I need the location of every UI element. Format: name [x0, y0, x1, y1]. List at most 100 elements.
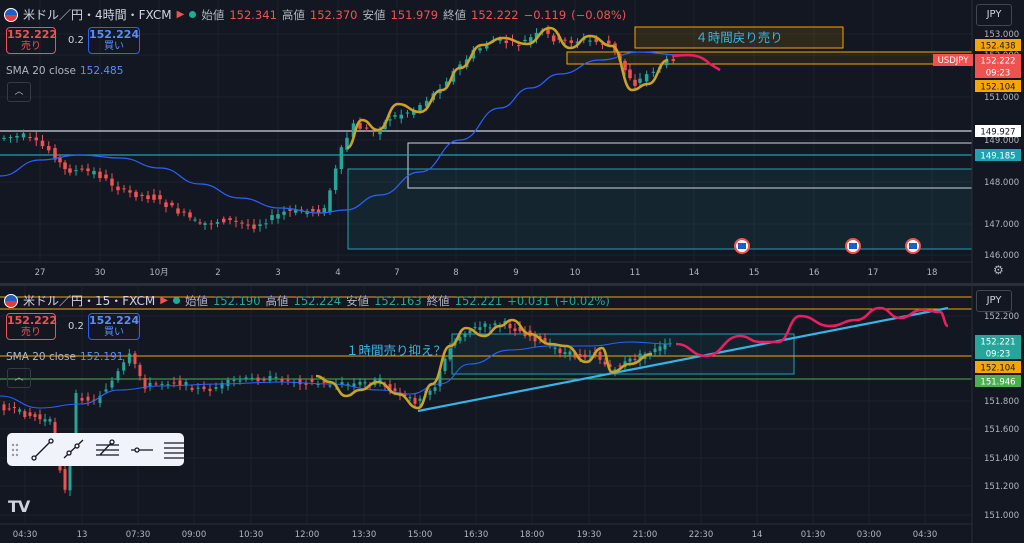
candle-4h	[364, 127, 369, 129]
candle-15m	[578, 354, 582, 358]
x-tick-label: 13:30	[352, 530, 377, 540]
candle-15m	[43, 419, 47, 422]
price-tag-time-bg	[975, 66, 1021, 78]
sell-button[interactable]: 152.222 売り	[6, 313, 57, 340]
price-tag-152438: 152.438	[980, 42, 1015, 52]
ray-tool-icon[interactable]	[63, 439, 84, 459]
wave-path[interactable]	[346, 26, 669, 150]
candle-4h	[74, 170, 78, 172]
candle-15m	[220, 382, 224, 389]
candle-15m	[588, 355, 592, 357]
candle-4h	[215, 222, 220, 224]
candle-4h	[92, 170, 96, 175]
sma-value: 152.191	[80, 351, 124, 363]
chart-pane-4h[interactable]: ４時間戻り売り153.000152.000151.000149.000148.0…	[0, 0, 1024, 283]
x-tick-label: 04:30	[13, 530, 38, 540]
candle-15m	[628, 358, 632, 362]
candle-15m	[110, 380, 114, 388]
candle-4h	[517, 45, 521, 47]
candle-4h	[588, 40, 592, 42]
collapse-legend-button[interactable]: ︿	[7, 82, 31, 102]
sma-line[interactable]	[0, 51, 681, 214]
wave-path[interactable]	[315, 318, 653, 410]
candle-15m	[513, 328, 517, 332]
candle-4h	[34, 137, 38, 141]
candle-4h	[316, 209, 321, 213]
forecast-path[interactable]	[671, 53, 721, 72]
candle-15m	[133, 353, 137, 364]
candle-4h	[182, 211, 186, 213]
collapse-legend-button[interactable]: ︿	[7, 368, 31, 388]
candle-15m	[378, 378, 382, 384]
change-value: −0.119	[523, 7, 567, 22]
candle-15m	[618, 365, 622, 367]
chart-4h-canvas[interactable]: ４時間戻り売り153.000152.000151.000149.000148.0…	[0, 0, 1024, 283]
candle-15m	[12, 407, 16, 409]
support-zone[interactable]	[347, 168, 973, 250]
candle-15m	[533, 334, 537, 342]
candle-4h	[628, 69, 632, 79]
pitchfork-tool-icon[interactable]	[164, 442, 184, 459]
candle-15m	[74, 393, 78, 447]
sma-legend[interactable]: SMA 20 close 152.485	[6, 65, 123, 77]
horizontal-ray-tool-icon[interactable]	[131, 447, 153, 453]
chart-15m-canvas[interactable]: １時間売り抑え？ 152.200 151.800 151.600 151.400 151.…	[0, 286, 1024, 543]
forecast-path[interactable]	[675, 306, 949, 358]
chart-pane-15m[interactable]: １時間売り抑え？ 152.200 151.800 151.600 151.400 151.…	[0, 286, 1024, 543]
candle-4h	[633, 79, 637, 86]
price-tag-149185: 149.185	[980, 152, 1015, 162]
gear-icon[interactable]: ⚙	[993, 263, 1004, 277]
candle-4h	[412, 110, 416, 115]
candle-15m	[346, 384, 350, 386]
currency-button[interactable]: JPY	[976, 4, 1012, 26]
x-tick-label: 10:30	[239, 530, 264, 540]
annotation-box[interactable]	[634, 26, 844, 49]
sma-legend[interactable]: SMA 20 close 152.191	[6, 351, 123, 363]
candle-15m	[443, 358, 447, 372]
alert-flag-icon[interactable]: ▶	[176, 9, 185, 20]
fib-channel-tool-icon[interactable]	[96, 439, 119, 456]
candle-4h	[53, 148, 57, 160]
price-axis[interactable]	[972, 286, 1024, 543]
candle-4h	[152, 194, 156, 200]
market-status-icon	[189, 11, 197, 18]
candle-4h	[40, 140, 45, 147]
candle-15m	[433, 387, 437, 391]
pane-separator[interactable]	[0, 283, 1024, 286]
candle-15m	[280, 378, 284, 383]
x-tick-label: 16:30	[464, 530, 489, 540]
candle-4h	[240, 222, 244, 224]
close-label: 終値	[443, 7, 467, 22]
symbol-title[interactable]: 米ドル／円・15・FXCM	[23, 294, 156, 308]
x-tick-label: 14	[752, 530, 763, 540]
candle-15m	[448, 348, 452, 360]
currency-button[interactable]: JPY	[976, 290, 1012, 312]
candle-15m	[603, 361, 607, 365]
x-tick-label: 01:30	[801, 530, 826, 540]
candle-4h	[644, 74, 649, 82]
price-tag-152222: 152.222	[980, 57, 1015, 67]
symbol-title[interactable]: 米ドル／円・4時間・FXCM	[23, 8, 172, 22]
candle-4h	[234, 220, 238, 222]
buy-button[interactable]: 152.224 買い	[88, 27, 140, 54]
candle-15m	[608, 364, 612, 368]
candle-15m	[543, 338, 547, 343]
y-tick-label: 151.000	[984, 511, 1019, 521]
buy-button[interactable]: 152.224 買い	[88, 313, 140, 340]
drag-handle-icon[interactable]	[11, 443, 19, 457]
candle-4h	[424, 100, 429, 107]
buy-label: 買い	[104, 41, 124, 52]
uptrend-line[interactable]	[417, 306, 949, 413]
candle-4h	[86, 168, 90, 172]
candle-15m	[658, 346, 662, 351]
candle-4h	[293, 209, 298, 213]
alert-flag-icon[interactable]: ▶	[160, 295, 168, 306]
candle-4h	[98, 171, 102, 179]
candle-15m	[116, 371, 120, 381]
drawing-toolbar	[7, 433, 184, 466]
trend-line-tool-icon[interactable]	[31, 438, 54, 461]
candle-4h	[176, 208, 180, 214]
price-tag-152438-bg	[975, 39, 1021, 51]
x-tick-label: 18	[927, 268, 938, 278]
sell-button[interactable]: 152.222 売り	[6, 27, 57, 54]
